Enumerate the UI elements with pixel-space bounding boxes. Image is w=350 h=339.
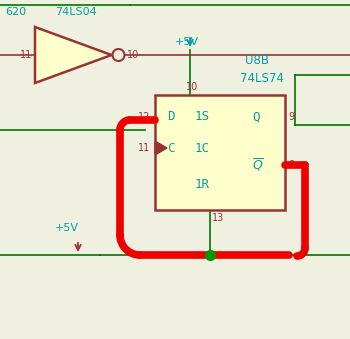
Text: $\overline{Q}$: $\overline{Q}$	[252, 157, 264, 173]
Text: +5V: +5V	[175, 37, 199, 47]
Text: U8B: U8B	[245, 54, 269, 66]
Text: 1C: 1C	[195, 141, 210, 155]
Text: 8: 8	[288, 160, 294, 170]
Text: +5V: +5V	[55, 223, 79, 233]
Text: D: D	[167, 111, 175, 123]
Text: Q: Q	[252, 111, 259, 123]
Text: 1R: 1R	[195, 179, 210, 192]
Text: 10: 10	[126, 50, 139, 60]
Polygon shape	[155, 141, 167, 155]
Bar	[155, 95, 285, 210]
Text: 12: 12	[138, 112, 150, 122]
Text: 10: 10	[186, 82, 198, 92]
Text: 11: 11	[138, 143, 150, 153]
Text: 74LS04: 74LS04	[55, 7, 97, 17]
Text: 11: 11	[20, 50, 32, 60]
Text: 74LS74: 74LS74	[240, 72, 284, 84]
Polygon shape	[35, 27, 112, 83]
Text: 9: 9	[288, 112, 294, 122]
Text: 1S: 1S	[195, 111, 210, 123]
Text: 620: 620	[5, 7, 26, 17]
Text: C: C	[167, 141, 175, 155]
Text: 13: 13	[212, 213, 224, 223]
